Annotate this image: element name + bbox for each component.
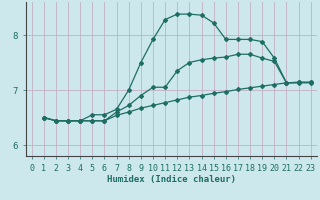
X-axis label: Humidex (Indice chaleur): Humidex (Indice chaleur)	[107, 175, 236, 184]
